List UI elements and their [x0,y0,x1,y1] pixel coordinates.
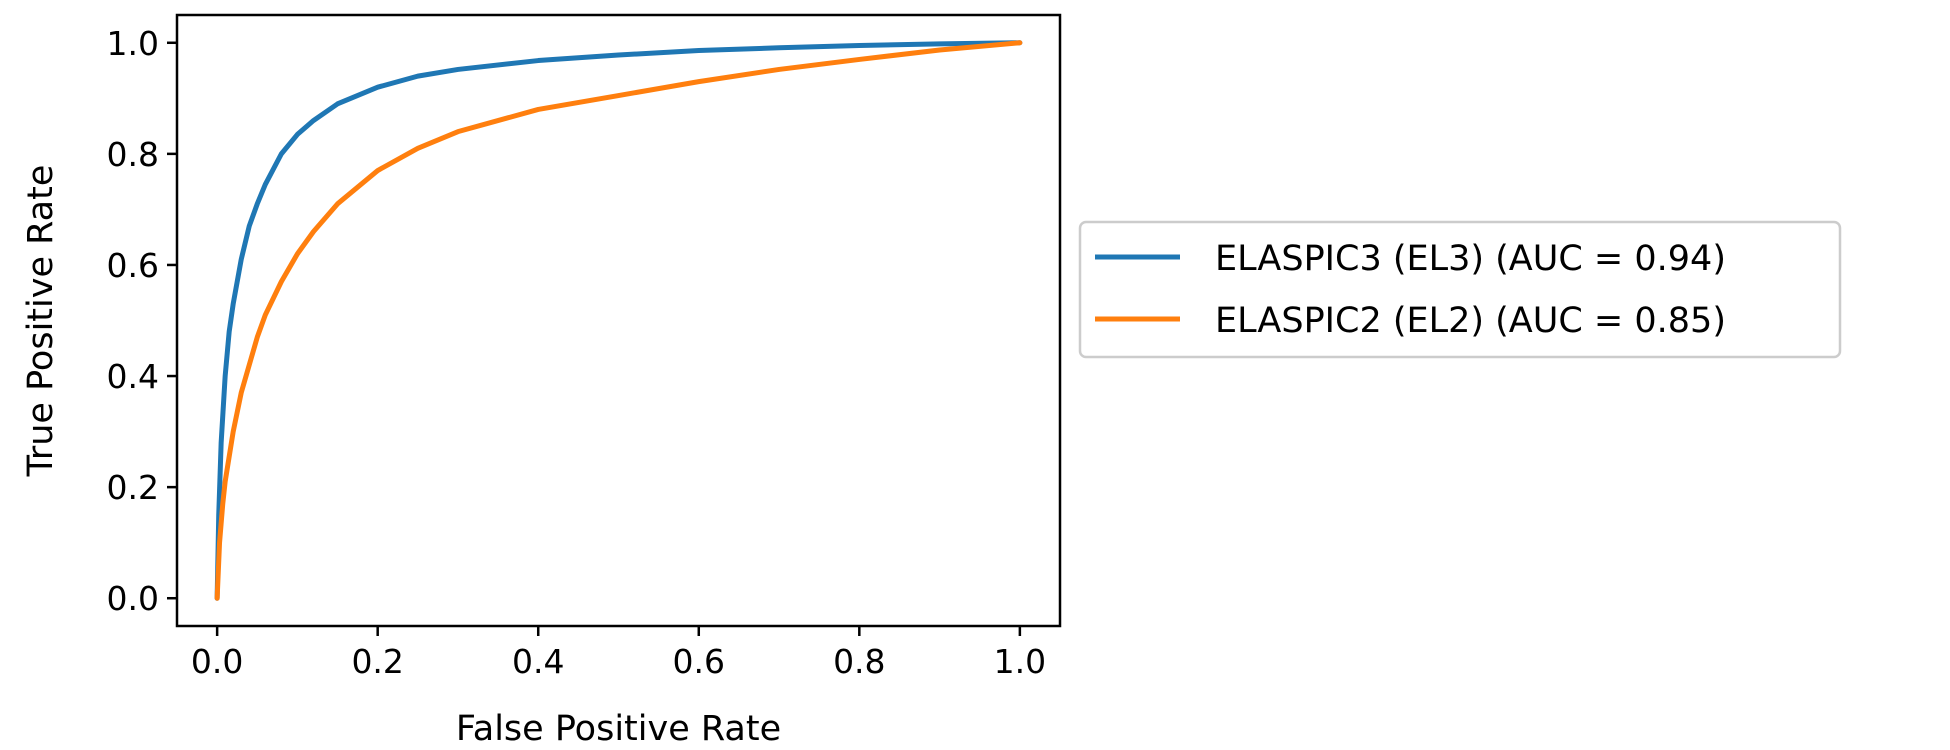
plot-lines [214,40,1023,601]
x-tick-label: 0.8 [833,642,885,681]
x-axis-label: False Positive Rate [456,709,781,749]
axis-ticks: 0.0 0.2 0.4 0.6 0.8 1.0 0.0 0.2 0.4 0.6 0.8 1.0 [107,24,1047,681]
legend-entry-label: ELASPIC2 (EL2) (AUC = 0.85) [1215,301,1726,341]
x-tick-label: 0.0 [191,642,243,681]
y-tick-label: 0.8 [107,135,159,174]
y-tick-label: 0.0 [107,579,159,618]
y-tick-label: 0.6 [107,246,159,285]
x-tick-label: 0.2 [351,642,403,681]
y-tick-label: 0.4 [107,357,159,396]
legend-box [1078,220,1842,359]
x-tick-label: 0.6 [673,642,725,681]
legend-entry-label: ELASPIC3 (EL3) (AUC = 0.94) [1215,239,1726,279]
plot-frame [175,13,1062,628]
x-tick-label: 1.0 [994,642,1046,681]
legend: ELASPIC3 (EL3) (AUC = 0.94) ELASPIC2 (EL2… [1078,220,1842,359]
x-tick-label: 0.4 [512,642,564,681]
series-line-1 [214,40,1023,601]
y-tick-label: 0.2 [107,468,159,507]
series-line-2 [214,40,1023,601]
y-tick-label: 1.0 [107,24,159,63]
y-axis-label: True Positive Rate [21,165,61,478]
